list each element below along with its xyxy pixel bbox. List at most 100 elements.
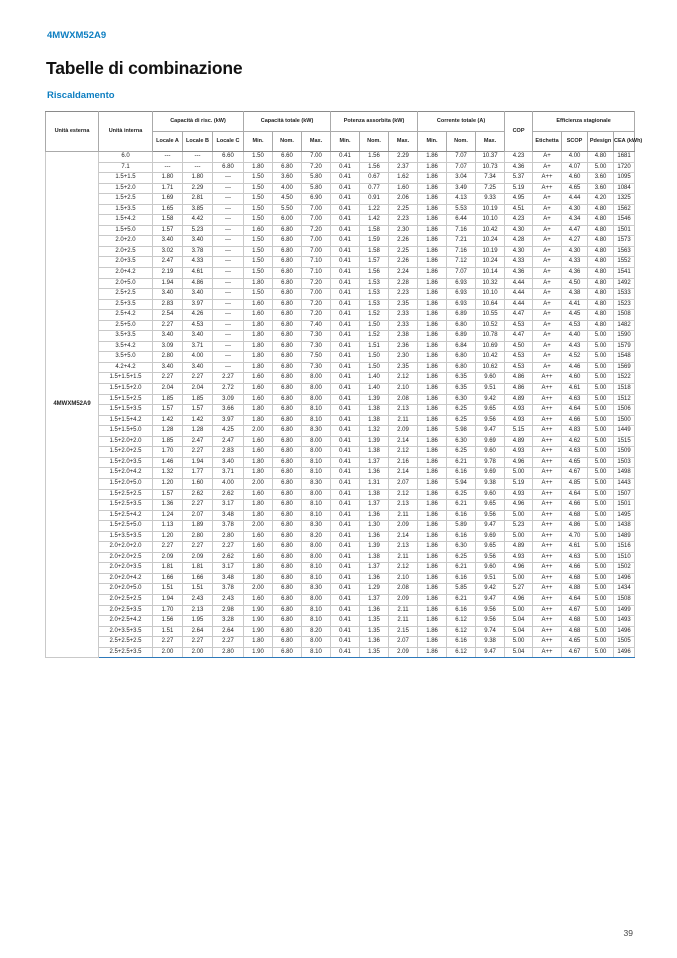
value-cell: ---: [211, 277, 245, 290]
value-cell: 1.86: [417, 425, 448, 437]
value-cell: 8.10: [301, 615, 332, 627]
value-cell: 7.12: [446, 256, 477, 268]
value-cell: 8.00: [301, 372, 332, 385]
value-cell: 10.64: [475, 298, 506, 311]
value-cell: 3.40: [152, 288, 183, 300]
page-number: 39: [623, 928, 633, 938]
indoor-combination-cell: 6.0: [98, 151, 153, 163]
value-cell: 1.86: [417, 414, 448, 427]
value-cell: 0.77: [359, 182, 390, 195]
value-cell: 5.00: [587, 456, 615, 469]
value-cell: 0.41: [330, 193, 361, 205]
value-cell: 7.10: [301, 267, 332, 279]
value-cell: 1496: [613, 646, 636, 659]
value-cell: ---: [211, 298, 245, 311]
value-cell: 1.85: [182, 393, 213, 406]
value-cell: 6.25: [446, 414, 477, 427]
value-cell: A++: [532, 646, 563, 659]
indoor-combination-cell: 2.0+2.0+4.2: [98, 572, 153, 585]
value-cell: 4.53: [182, 319, 213, 332]
value-cell: 5.00: [587, 572, 615, 585]
value-cell: A++: [532, 625, 563, 638]
value-cell: 2.24: [388, 267, 419, 279]
value-cell: 4.80: [587, 298, 615, 311]
section-subtitle: Riscaldamento: [47, 90, 115, 101]
value-cell: 1.56: [152, 615, 183, 627]
value-cell: 9.42: [475, 393, 506, 406]
col-group-total-current: Corrente totale (A): [417, 111, 506, 132]
value-cell: 2.47: [182, 435, 213, 448]
value-cell: 6.21: [446, 562, 477, 574]
value-cell: 3.48: [211, 572, 245, 585]
value-cell: 1.38: [359, 404, 390, 416]
value-cell: 4.51: [504, 203, 534, 216]
table-row: 2.5+5.0 2.27 4.53 --- 1.80 6.80 7.40 0.41 1.50 2.…: [46, 319, 636, 332]
value-cell: 1.70: [152, 446, 183, 458]
value-cell: 1.28: [182, 425, 213, 437]
value-cell: A++: [532, 593, 563, 606]
table-row: 2.0+2.0 3.40 3.40 --- 1.50 6.80 7.00 0.41 1.59 2.…: [46, 235, 636, 247]
value-cell: 1498: [613, 467, 636, 479]
value-cell: 0.41: [330, 288, 361, 300]
value-cell: 1.35: [359, 615, 390, 627]
value-cell: 0.41: [330, 245, 361, 258]
indoor-combination-cell: 2.0+2.0: [98, 235, 153, 247]
value-cell: 4.80: [587, 214, 615, 226]
value-cell: 4.80: [587, 224, 615, 237]
value-cell: 2.27: [211, 636, 245, 648]
value-cell: 6.80: [272, 435, 303, 448]
indoor-combination-cell: 1.5+2.5+2.5: [98, 488, 153, 501]
value-cell: A+: [532, 351, 563, 363]
value-cell: 5.00: [587, 372, 615, 385]
value-cell: A++: [532, 572, 563, 585]
value-cell: 1.86: [417, 224, 448, 237]
value-cell: 1.86: [417, 267, 448, 279]
value-cell: 4.89: [504, 435, 534, 448]
table-row: 1.5+2.5+5.0 1.13 1.89 3.78 2.00 6.80 8.30 0.41 1…: [46, 520, 636, 532]
value-cell: 1.58: [359, 245, 390, 258]
value-cell: 0.41: [330, 203, 361, 216]
value-cell: 6.25: [446, 404, 477, 416]
value-cell: 6.93: [446, 277, 477, 290]
value-cell: 6.80: [272, 298, 303, 311]
value-cell: 4.61: [561, 383, 589, 395]
value-cell: 2.43: [182, 593, 213, 606]
value-cell: 8.00: [301, 541, 332, 553]
value-cell: 2.64: [182, 625, 213, 638]
indoor-combination-cell: 2.0+2.0+2.5: [98, 551, 153, 564]
value-cell: 2.09: [152, 551, 183, 564]
table-row: 1.5+1.5+5.0 1.28 1.28 4.25 2.00 6.80 8.30 0.41 1…: [46, 425, 636, 437]
value-cell: 7.20: [301, 161, 332, 174]
value-cell: 1.60: [243, 446, 274, 458]
value-cell: 2.27: [152, 636, 183, 648]
value-cell: A++: [532, 562, 563, 574]
value-cell: 6.80: [272, 530, 303, 543]
col-header-ct-max: Max.: [301, 131, 332, 152]
value-cell: 0.41: [330, 414, 361, 427]
value-cell: A++: [532, 520, 563, 532]
value-cell: 7.10: [301, 256, 332, 268]
value-cell: 1.40: [359, 372, 390, 385]
value-cell: 1.36: [359, 467, 390, 479]
value-cell: 8.10: [301, 499, 332, 511]
value-cell: 7.00: [301, 245, 332, 258]
value-cell: 0.41: [330, 551, 361, 564]
table-row: 1.5+2.0+2.5 1.70 2.27 2.83 1.60 6.80 8.00 0.41 1…: [46, 446, 636, 458]
value-cell: ---: [152, 161, 183, 174]
value-cell: 4.28: [504, 235, 534, 247]
value-cell: 3.66: [211, 404, 245, 416]
col-header-cea: CEA (kWh): [613, 131, 642, 152]
value-cell: 1506: [613, 404, 636, 416]
value-cell: 4.53: [504, 319, 534, 332]
value-cell: 1.86: [417, 372, 448, 385]
value-cell: 0.41: [330, 383, 361, 395]
value-cell: 1.86: [417, 203, 448, 216]
col-header-curr-min: Min.: [417, 131, 448, 152]
value-cell: 6.12: [446, 625, 477, 638]
value-cell: 1.37: [359, 499, 390, 511]
value-cell: 2.80: [182, 530, 213, 543]
value-cell: 1.31: [359, 477, 390, 490]
value-cell: 9.60: [475, 562, 506, 574]
value-cell: 6.80: [446, 319, 477, 332]
